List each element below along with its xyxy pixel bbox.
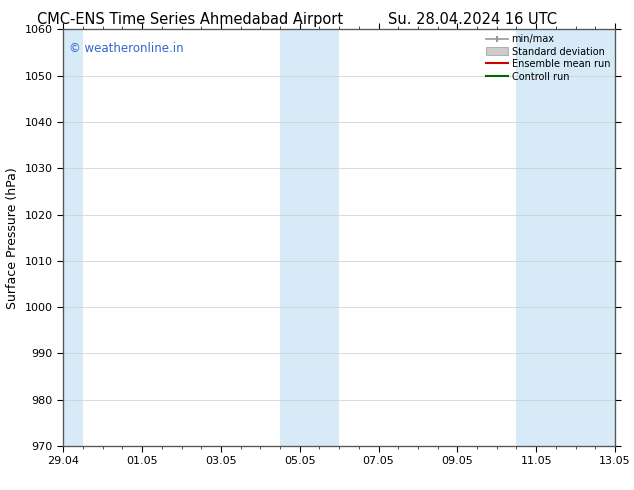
Bar	[60, 29, 83, 446]
Legend: min/max, Standard deviation, Ensemble mean run, Controll run: min/max, Standard deviation, Ensemble me…	[484, 32, 612, 83]
Bar	[517, 29, 619, 446]
Text: Su. 28.04.2024 16 UTC: Su. 28.04.2024 16 UTC	[388, 12, 557, 27]
Y-axis label: Surface Pressure (hPa): Surface Pressure (hPa)	[6, 167, 19, 309]
Text: CMC-ENS Time Series Ahmedabad Airport: CMC-ENS Time Series Ahmedabad Airport	[37, 12, 343, 27]
Text: © weatheronline.in: © weatheronline.in	[69, 42, 183, 55]
Bar	[280, 29, 339, 446]
